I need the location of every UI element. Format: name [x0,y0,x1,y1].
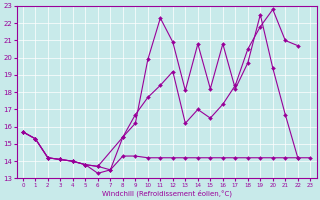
X-axis label: Windchill (Refroidissement éolien,°C): Windchill (Refroidissement éolien,°C) [101,189,232,197]
